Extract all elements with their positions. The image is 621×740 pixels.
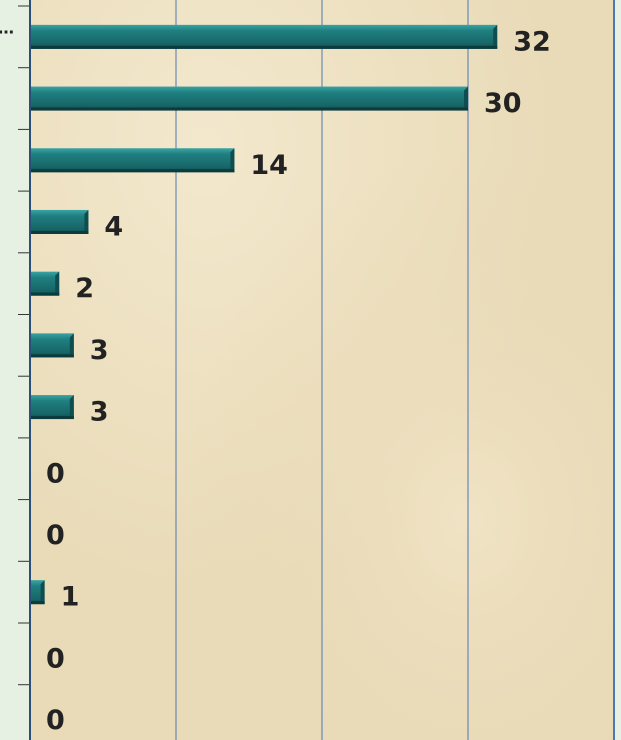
bar-bevel bbox=[230, 148, 235, 173]
bar bbox=[30, 86, 468, 111]
bar-edge bbox=[30, 354, 74, 358]
bar-body bbox=[30, 24, 498, 49]
data-label: 0 bbox=[46, 458, 65, 489]
data-label: 0 bbox=[46, 705, 65, 736]
bar-body bbox=[30, 333, 74, 358]
data-label: 0 bbox=[46, 643, 65, 674]
data-label: 1 bbox=[61, 582, 80, 613]
bar-bevel bbox=[69, 333, 74, 358]
data-label: 3 bbox=[90, 397, 109, 428]
bar bbox=[30, 395, 74, 420]
bar-body bbox=[30, 148, 235, 173]
bar bbox=[30, 271, 60, 296]
bar bbox=[30, 148, 235, 173]
data-label: 3 bbox=[90, 335, 109, 366]
bar-bevel bbox=[84, 209, 89, 234]
bar bbox=[30, 24, 498, 49]
bar-bevel bbox=[55, 271, 60, 296]
bar-bevel bbox=[464, 86, 468, 111]
bar-edge bbox=[30, 107, 468, 111]
bar-bevel bbox=[493, 24, 498, 49]
bar-edge bbox=[30, 292, 60, 296]
bar-bevel bbox=[69, 395, 74, 420]
bar-edge bbox=[30, 416, 74, 420]
bar-body bbox=[30, 86, 468, 111]
bar bbox=[30, 333, 74, 358]
y-tick-label: … bbox=[0, 18, 14, 37]
bar-edge bbox=[30, 169, 235, 173]
data-label: 30 bbox=[484, 88, 522, 119]
bar-bevel bbox=[40, 580, 45, 605]
bar bbox=[30, 580, 45, 605]
data-label: 2 bbox=[75, 273, 94, 304]
bar-body bbox=[30, 271, 60, 296]
bar-edge bbox=[30, 601, 45, 605]
data-label: 0 bbox=[46, 520, 65, 551]
bar-body bbox=[30, 395, 74, 420]
bar-edge bbox=[30, 45, 498, 49]
bar-body bbox=[30, 209, 89, 234]
bar bbox=[30, 209, 89, 234]
data-label: 4 bbox=[104, 211, 123, 242]
data-label: 14 bbox=[250, 150, 288, 181]
bar-edge bbox=[30, 230, 89, 234]
data-label: 32 bbox=[513, 26, 551, 57]
